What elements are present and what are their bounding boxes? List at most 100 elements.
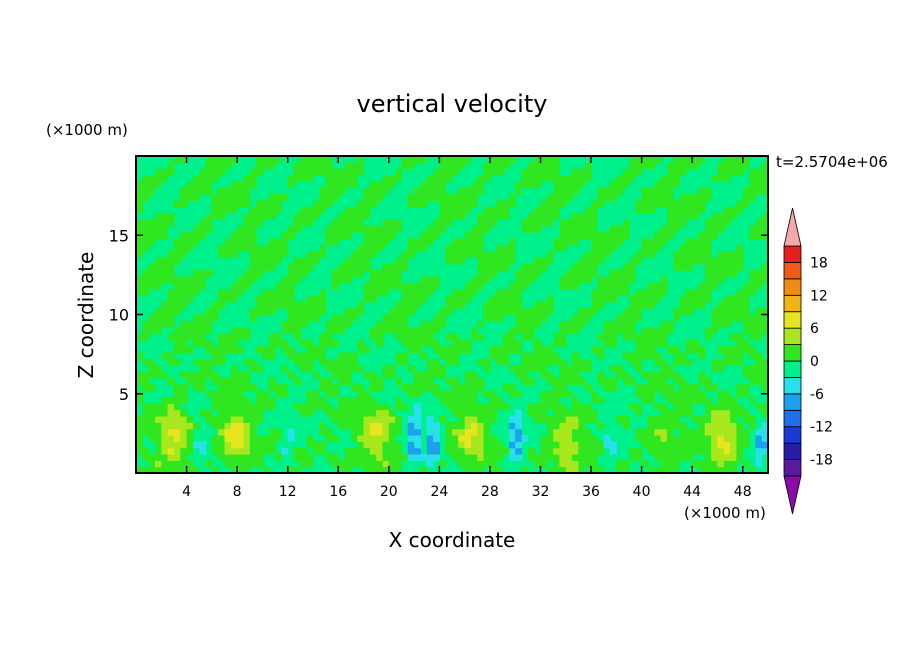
field-cell <box>540 206 548 214</box>
field-cell <box>546 175 554 182</box>
field-cell <box>338 409 346 417</box>
field-cell <box>167 396 175 404</box>
field-cell <box>401 263 409 271</box>
field-cell <box>136 377 143 385</box>
field-cell <box>635 447 643 455</box>
field-cell <box>186 187 194 195</box>
field-cell <box>167 409 175 417</box>
field-cell <box>591 434 598 442</box>
field-cell <box>294 263 301 271</box>
field-cell <box>388 466 396 473</box>
field-cell <box>603 289 611 297</box>
field-cell <box>186 447 194 455</box>
field-cell <box>679 162 687 170</box>
field-cell <box>546 156 554 163</box>
field-cell <box>698 257 706 265</box>
colorbar-band <box>783 377 802 395</box>
field-cell <box>426 276 434 284</box>
field-cell <box>679 194 687 201</box>
field-cell <box>477 460 485 468</box>
field-cell <box>591 238 598 246</box>
field-cell <box>161 460 169 468</box>
field-cell <box>281 365 289 373</box>
field-cell <box>186 441 194 449</box>
field-cell <box>218 403 226 411</box>
field-cell <box>464 289 472 297</box>
field-cell <box>344 320 352 328</box>
field-cell <box>388 447 396 455</box>
field-cell <box>256 244 263 252</box>
field-cell <box>622 263 630 271</box>
field-cell <box>357 301 365 309</box>
field-cell <box>572 181 579 189</box>
field-cell <box>489 270 497 278</box>
field-cell <box>186 295 194 303</box>
field-cell <box>363 466 371 473</box>
field-cell <box>502 251 510 259</box>
field-cell <box>515 314 523 322</box>
field-cell <box>603 238 611 246</box>
field-cell <box>553 428 561 436</box>
field-cell <box>445 301 453 309</box>
field-cell <box>546 396 554 404</box>
field-cell <box>578 175 586 182</box>
field-cell <box>692 390 700 398</box>
field-cell <box>641 162 649 170</box>
field-cell <box>502 162 510 170</box>
field-cell <box>736 352 744 360</box>
field-cell <box>369 460 377 468</box>
field-cell <box>730 460 737 468</box>
field-cell <box>666 200 674 208</box>
field-cell <box>761 327 768 335</box>
field-cell <box>679 200 687 208</box>
field-cell <box>142 447 150 455</box>
field-cell <box>136 289 143 297</box>
field-cell <box>142 371 150 379</box>
field-cell <box>249 422 257 430</box>
field-cell <box>464 434 472 442</box>
field-cell <box>534 403 542 411</box>
field-cell <box>673 206 681 214</box>
field-cell <box>565 390 573 398</box>
field-cell <box>622 276 630 284</box>
field-cell <box>477 333 485 341</box>
field-cell <box>382 409 390 417</box>
field-cell <box>319 352 327 360</box>
field-cell <box>312 295 320 303</box>
field-cell <box>420 187 428 195</box>
field-cell <box>218 434 226 442</box>
field-cell <box>761 213 768 220</box>
field-cell <box>692 295 700 303</box>
field-cell <box>666 181 674 189</box>
field-cell <box>673 358 681 366</box>
field-cell <box>755 308 763 316</box>
field-cell <box>591 289 598 297</box>
field-cell <box>540 200 548 208</box>
field-cell <box>363 390 371 398</box>
field-cell <box>300 403 308 411</box>
field-cell <box>578 308 586 316</box>
field-cell <box>205 168 213 176</box>
field-cell <box>420 194 428 201</box>
field-cell <box>300 257 308 265</box>
field-cell <box>445 434 453 442</box>
field-cell <box>711 263 719 271</box>
colorbar-tick-label: 6 <box>810 321 819 337</box>
field-cell <box>237 194 245 201</box>
field-cell <box>205 327 213 335</box>
field-cell <box>736 447 744 455</box>
field-cell <box>344 168 352 176</box>
field-cell <box>388 263 396 271</box>
field-cell <box>578 460 586 468</box>
field-cell <box>218 168 226 176</box>
field-cell <box>180 156 188 163</box>
field-cell <box>325 428 333 436</box>
field-cell <box>401 384 409 392</box>
field-cell <box>647 428 655 436</box>
field-cell <box>546 441 554 449</box>
field-cell <box>546 162 554 170</box>
field-cell <box>711 460 719 468</box>
field-cell <box>591 453 598 461</box>
field-cell <box>173 403 181 411</box>
field-cell <box>704 282 712 290</box>
